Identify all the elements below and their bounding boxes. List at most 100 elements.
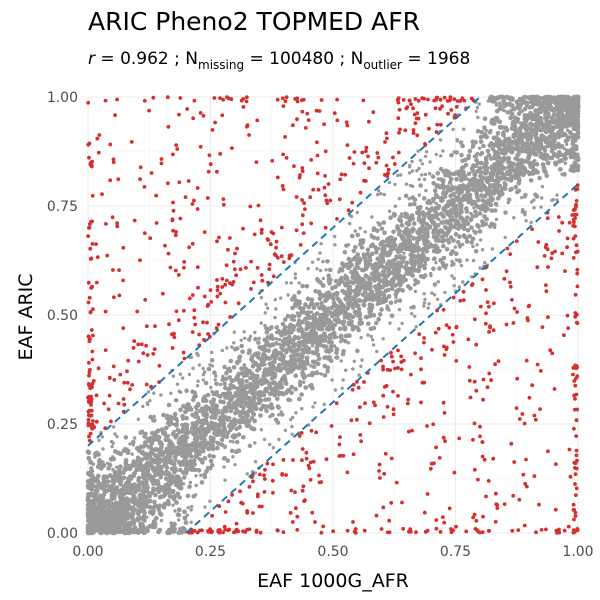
- outlier-point: [534, 530, 538, 535]
- inlier-point: [130, 511, 136, 516]
- inlier-point: [131, 439, 136, 445]
- outlier-point: [351, 161, 356, 166]
- inlier-point: [412, 201, 417, 207]
- subtitle-sep-1: ;: [169, 49, 186, 69]
- inlier-point: [164, 425, 169, 431]
- inlier-point: [402, 277, 408, 282]
- inlier-point: [499, 142, 505, 147]
- subtitle-nmissing-sub: missing: [198, 58, 244, 72]
- inlier-point: [380, 248, 385, 254]
- inlier-point: [225, 367, 231, 373]
- outlier-point: [228, 236, 232, 240]
- outlier-point: [492, 301, 496, 306]
- outlier-point: [107, 393, 112, 398]
- inlier-point: [196, 353, 200, 358]
- inlier-point: [171, 503, 175, 507]
- inlier-point: [371, 276, 376, 281]
- inlier-point: [569, 164, 575, 169]
- inlier-point: [240, 395, 246, 401]
- inlier-point: [495, 174, 500, 180]
- inlier-point: [515, 157, 520, 162]
- inlier-point: [397, 327, 401, 331]
- inlier-point: [182, 475, 187, 480]
- inlier-point: [116, 503, 122, 509]
- inlier-point: [447, 180, 453, 185]
- inlier-point: [349, 319, 354, 325]
- inlier-point: [159, 427, 165, 432]
- inlier-point: [551, 142, 556, 148]
- inlier-point: [217, 424, 222, 430]
- inlier-point: [473, 177, 478, 182]
- inlier-point: [387, 180, 391, 185]
- inlier-point: [184, 415, 189, 421]
- inlier-point: [345, 306, 351, 311]
- inlier-point: [525, 169, 531, 175]
- inlier-point: [528, 178, 534, 183]
- inlier-point: [318, 314, 324, 319]
- inlier-point: [184, 430, 190, 435]
- inlier-point: [407, 171, 412, 175]
- inlier-point: [358, 226, 362, 230]
- inlier-point: [442, 178, 446, 182]
- inlier-point: [450, 192, 456, 197]
- outlier-point: [205, 320, 209, 325]
- inlier-point: [333, 243, 337, 247]
- inlier-point: [168, 460, 173, 465]
- inlier-point: [116, 519, 122, 524]
- inlier-point: [503, 235, 507, 240]
- inlier-point: [129, 463, 135, 469]
- outlier-point: [482, 457, 487, 462]
- inlier-point: [414, 240, 420, 246]
- inlier-point: [475, 105, 480, 110]
- inlier-point: [292, 336, 298, 341]
- inlier-point: [353, 310, 359, 315]
- inlier-point: [201, 372, 206, 377]
- outlier-point: [467, 378, 472, 383]
- inlier-point: [94, 452, 99, 457]
- inlier-point: [161, 412, 166, 418]
- inlier-point: [208, 458, 214, 464]
- inlier-point: [302, 380, 306, 384]
- inlier-point: [399, 223, 405, 228]
- inlier-point: [509, 176, 514, 182]
- inlier-point: [487, 129, 493, 135]
- inlier-point: [197, 363, 202, 367]
- inlier-point: [320, 283, 326, 288]
- inlier-point: [264, 330, 270, 335]
- inlier-point: [241, 435, 246, 440]
- inlier-point: [343, 333, 349, 339]
- inlier-point: [491, 168, 497, 174]
- inlier-point: [166, 471, 172, 476]
- outlier-point: [522, 421, 527, 426]
- inlier-point: [477, 166, 483, 171]
- inlier-point: [458, 140, 464, 145]
- inlier-point: [314, 302, 320, 307]
- inlier-point: [169, 391, 173, 395]
- inlier-point: [322, 373, 328, 378]
- inlier-point: [270, 342, 276, 348]
- inlier-point: [238, 384, 243, 389]
- inlier-point: [438, 138, 443, 142]
- subtitle-r-value: 0.962: [120, 49, 169, 69]
- inlier-point: [269, 333, 274, 338]
- inlier-point: [115, 465, 119, 469]
- outlier-point: [545, 247, 550, 252]
- inlier-point: [530, 102, 536, 108]
- inlier-point: [407, 231, 412, 236]
- outlier-point: [153, 324, 157, 328]
- inlier-point: [430, 206, 434, 210]
- inlier-point: [371, 235, 377, 240]
- inlier-point: [131, 473, 136, 479]
- inlier-point: [309, 339, 314, 344]
- inlier-point: [239, 343, 244, 349]
- inlier-point: [147, 509, 153, 515]
- inlier-point: [290, 297, 295, 302]
- inlier-point: [127, 484, 132, 490]
- inlier-point: [524, 131, 530, 137]
- inlier-point: [506, 197, 512, 203]
- inlier-point: [265, 306, 270, 310]
- inlier-point: [306, 304, 312, 310]
- inlier-point: [539, 151, 544, 157]
- inlier-point: [268, 442, 272, 447]
- inlier-point: [574, 115, 579, 121]
